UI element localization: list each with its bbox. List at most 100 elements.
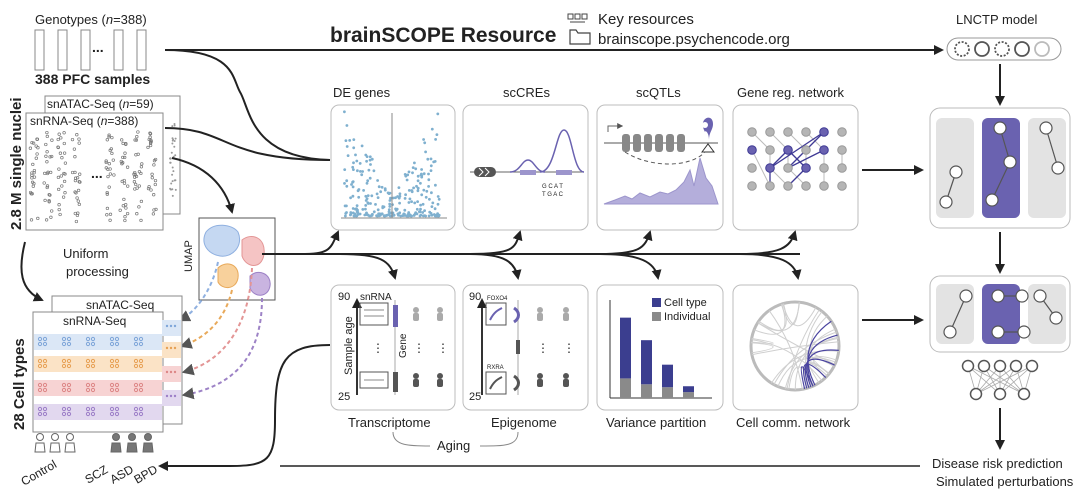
- cell-dot: [37, 382, 43, 388]
- de-gene-dot: [421, 211, 425, 214]
- nucleus-dot: [134, 182, 138, 187]
- legend-label-individual: Individual: [664, 311, 710, 323]
- cell-dot: [42, 387, 48, 393]
- cell-dot: [133, 406, 139, 412]
- nucleus-dot: [44, 154, 48, 158]
- umap-cluster-purple: [249, 271, 271, 296]
- cell-dot: [61, 406, 67, 412]
- bus-to-scqtls: [599, 230, 653, 255]
- de-gene-dot: [388, 202, 392, 206]
- nucleus-dot: [45, 184, 50, 188]
- person-icon-body: [34, 442, 46, 453]
- nucleus-dot: [148, 132, 153, 136]
- cell-dot: [66, 336, 72, 342]
- de-gene-dot: [366, 201, 370, 205]
- de-gene-dot: [345, 179, 349, 183]
- nucleus-dot: [58, 151, 63, 155]
- key-resources-icon: [567, 13, 591, 45]
- de-gene-dot: [421, 214, 425, 218]
- de-gene-dot: [383, 187, 387, 191]
- nucleus-dot: [34, 156, 38, 160]
- de-gene-dot: [366, 194, 370, 198]
- bus-to-transcriptome: [339, 253, 398, 280]
- de-gene-dot: [343, 110, 346, 114]
- de-gene-dot: [360, 144, 364, 148]
- chord-link-highlight: [804, 358, 835, 388]
- nucleus-dot: [35, 137, 40, 141]
- de-gene-dot: [410, 200, 413, 204]
- cell-dot: [61, 336, 67, 342]
- de-gene-dot: [430, 127, 434, 131]
- cell-dot: [85, 363, 91, 369]
- cell-dot: [169, 370, 173, 374]
- nucleus-dot: [45, 185, 49, 190]
- de-gene-dot: [367, 168, 371, 172]
- scqtls-illustration: [603, 117, 719, 205]
- nucleus-dot: [152, 163, 156, 167]
- nn-edge: [975, 365, 1033, 395]
- cell-dot: [37, 358, 43, 364]
- cell-dot: [133, 387, 139, 393]
- svg-text:RXRA: RXRA: [487, 365, 504, 371]
- cell-dot: [37, 406, 43, 412]
- nucleus-dot: [149, 139, 153, 144]
- nucleus-dot: [61, 195, 66, 199]
- nucleus-dot: [135, 135, 139, 139]
- cell-dot: [138, 358, 144, 364]
- cell-dot: [138, 341, 144, 347]
- group-labels: Control SCZ ASD BPD: [19, 457, 161, 488]
- de-gene-dot: [420, 168, 423, 171]
- grn-node: [783, 181, 793, 191]
- nucleus-dot: [45, 134, 49, 139]
- de-gene-dot: [389, 196, 392, 200]
- grn-network: [747, 127, 847, 191]
- group-label-scz: SCZ: [83, 462, 111, 486]
- variance-bar-celltype: [641, 340, 652, 385]
- cell-dot: [85, 336, 91, 342]
- grn-node: [765, 163, 775, 173]
- de-gene-dot: [415, 207, 419, 211]
- nucleus-dot: [171, 173, 174, 176]
- svg-text:⋮: ⋮: [563, 341, 575, 355]
- nucleus-dot: [45, 130, 49, 135]
- de-gene-dot: [432, 160, 436, 164]
- nucleus-dot: [148, 131, 152, 135]
- de-gene-dot: [374, 203, 377, 206]
- de-gene-dot: [343, 204, 347, 208]
- cell-dot: [109, 406, 115, 412]
- nucleus-dot: [57, 167, 61, 171]
- cell-dot: [109, 341, 115, 347]
- de-gene-dot: [379, 190, 383, 194]
- de-gene-dot: [416, 189, 420, 193]
- nucleus-dot: [77, 141, 81, 145]
- nucleus-dot: [49, 215, 53, 219]
- legend-label-celltype: Cell type: [664, 297, 707, 309]
- nucleus-dot: [173, 123, 176, 125]
- de-gene-dot: [404, 193, 407, 197]
- chord-link: [751, 342, 774, 354]
- de-gene-dot: [364, 199, 368, 202]
- grn-node: [765, 145, 775, 155]
- nucleus-dot: [125, 211, 130, 216]
- de-gene-dot: [399, 214, 403, 218]
- de-gene-dot: [351, 185, 355, 189]
- de-gene-dot: [427, 185, 430, 188]
- chord-link: [751, 339, 823, 382]
- nucleus-dot: [105, 213, 109, 217]
- umap-dashed-blue: [177, 261, 219, 322]
- nucleus-dot: [123, 215, 127, 219]
- nucleus-dot: [63, 191, 67, 195]
- de-gene-dot: [376, 179, 379, 182]
- variance-partition-chart: Cell type Individual: [609, 297, 712, 399]
- nucleus-dot: [170, 188, 172, 191]
- de-gene-dot: [346, 154, 350, 158]
- cell-dot: [90, 382, 96, 388]
- figure-title: brainSCOPE Resource: [330, 24, 556, 47]
- svg-text:snRNA: snRNA: [360, 292, 392, 303]
- grn-node: [819, 181, 829, 191]
- de-gene-dot: [376, 196, 380, 200]
- grn-node: [783, 163, 793, 173]
- nucleus-dot: [50, 138, 54, 142]
- nn-node: [1017, 387, 1031, 401]
- bus-to-sccres: [469, 230, 523, 255]
